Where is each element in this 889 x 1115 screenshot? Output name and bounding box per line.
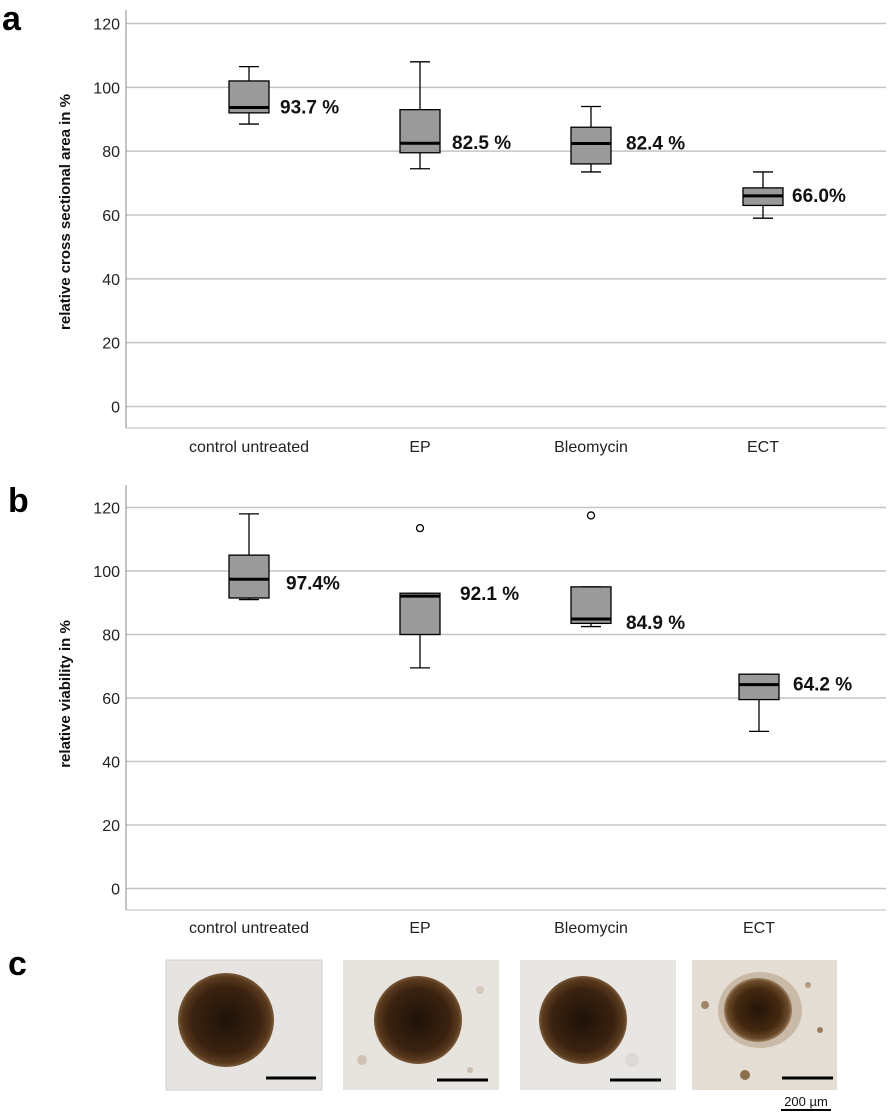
category-label: control untreated [189,439,309,456]
y-tick-label: 40 [102,272,120,289]
y-tick-label: 60 [102,691,120,708]
chart-a: 0 20 40 60 80 100 120 control untreated EP Bleom… [57,10,886,456]
box-ep [399,523,441,669]
panel-letter-c: c [8,945,27,983]
micrograph-control-untreated [165,959,323,1091]
micrograph-ect [692,960,837,1090]
median-annotation: 97.4% [286,573,340,594]
box-control-untreated [228,65,270,125]
chart-b-category-labels: control untreated EP Bleomycin ECT [189,920,775,937]
category-label: EP [409,439,430,456]
box-ect [738,673,780,732]
chart-b: 0 20 40 60 80 100 120 control untreated EP Bleom… [57,485,886,937]
iqr-box [570,586,612,625]
chart-b-tick-labels: 0 20 40 60 80 100 120 [93,501,120,899]
box-ect [742,171,784,219]
chart-a-boxes [228,61,784,219]
panel-letter-a: a [2,0,22,38]
y-tick-label: 100 [93,564,120,581]
median-annotation: 66.0% [792,186,846,207]
box-ep [399,61,441,170]
y-tick-label: 40 [102,755,120,772]
box-bleomycin [570,511,612,628]
box-bleomycin [570,105,612,173]
iqr-box [399,592,441,636]
scale-bar-label: 200 µm [784,1094,828,1109]
iqr-box [570,126,612,165]
y-tick-label: 0 [111,400,120,417]
outlier-point [415,523,425,533]
category-label: EP [409,920,430,937]
y-tick-label: 80 [102,628,120,645]
y-tick-label: 60 [102,208,120,225]
median-annotation: 93.7 % [280,97,339,118]
category-label: Bleomycin [554,439,628,456]
chart-a-category-labels: control untreated EP Bleomycin ECT [189,439,779,456]
y-tick-label: 120 [93,17,120,34]
y-tick-label: 20 [102,818,120,835]
panel-letter-b: b [8,482,29,520]
median-annotation: 92.1 % [460,584,519,605]
box-control-untreated [228,513,270,601]
chart-a-y-axis-label: relative cross sectional area in % [57,94,74,330]
micrograph-bleomycin [520,960,676,1090]
y-tick-label: 120 [93,501,120,518]
iqr-box [228,554,270,599]
median-annotation: 84.9 % [626,613,685,634]
median-annotation: 82.4 % [626,134,685,155]
chart-a-tick-labels: 0 20 40 60 80 100 120 [93,17,120,417]
chart-b-boxes [228,511,780,732]
chart-b-annotations: 97.4% 92.1 % 84.9 % 64.2 % [286,573,852,695]
micrograph-row: 200 µm [165,959,837,1111]
median-annotation: 64.2 % [793,675,852,696]
chart-b-y-axis-label: relative viability in % [57,620,74,768]
y-tick-label: 20 [102,336,120,353]
y-tick-label: 100 [93,80,120,97]
outlier-point [586,511,596,520]
category-label: ECT [747,439,779,456]
category-label: control untreated [189,920,309,937]
micrograph-ep [343,960,499,1090]
iqr-box [738,673,780,701]
y-tick-label: 0 [111,882,120,899]
y-tick-label: 80 [102,144,120,161]
iqr-box [399,109,441,154]
category-label: ECT [743,920,775,937]
category-label: Bleomycin [554,920,628,937]
median-annotation: 82.5 % [452,133,511,154]
chart-a-annotations: 93.7 % 82.5 % 82.4 % 66.0% [280,97,846,206]
